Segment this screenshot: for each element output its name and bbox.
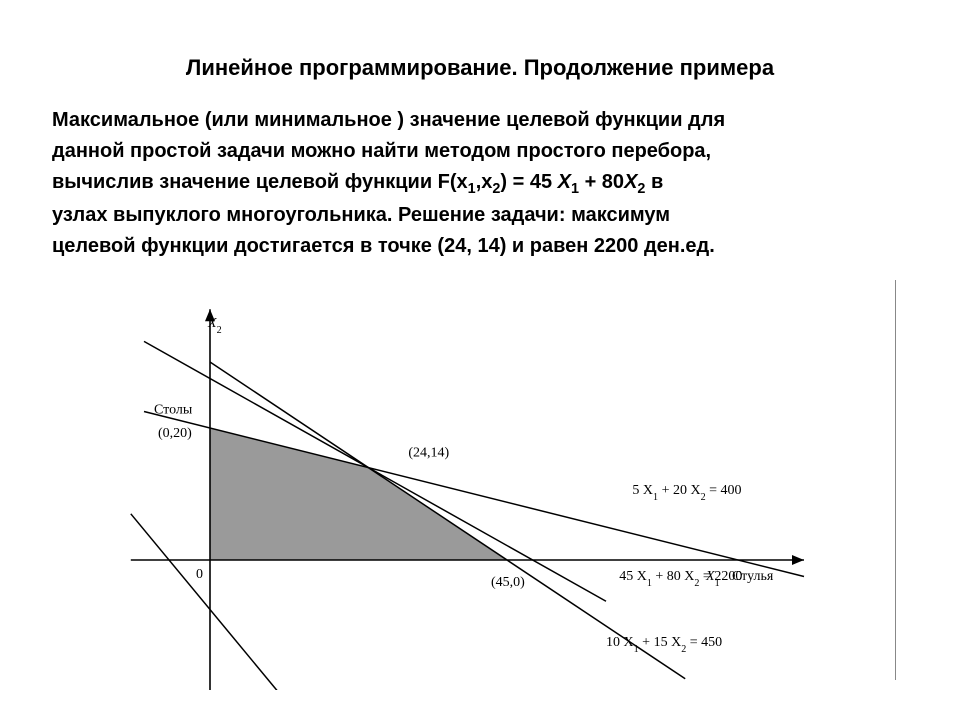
p-line4: узлах выпуклого многоугольника. Решение … bbox=[52, 204, 670, 226]
svg-text:X2: X2 bbox=[207, 316, 222, 336]
svg-text:5 X1 + 20 X2 = 400: 5 X1 + 20 X2 = 400 bbox=[632, 483, 741, 503]
p-line3: вычислив значение целевой функции F(x1,x… bbox=[52, 171, 663, 193]
svg-text:(45,0): (45,0) bbox=[491, 575, 525, 590]
svg-text:10 X1 + 15 X2 = 450: 10 X1 + 15 X2 = 450 bbox=[606, 635, 722, 655]
p-line1: Максимальное (или минимальное ) значение… bbox=[52, 109, 725, 131]
svg-text:45 X1 + 80 X2 = 2200: 45 X1 + 80 X2 = 2200 bbox=[619, 569, 742, 589]
right-divider bbox=[895, 280, 896, 680]
p-line2: данной простой задачи можно найти методо… bbox=[52, 140, 711, 162]
main-paragraph: Максимальное (или минимальное ) значение… bbox=[52, 105, 908, 262]
svg-text:0: 0 bbox=[196, 567, 203, 582]
svg-text:Столы: Столы bbox=[154, 403, 193, 418]
lp-svg: 5 X1 + 20 X2 = 400 45 X1 + 80 X2 = 2200 10… bbox=[100, 280, 880, 690]
svg-text:(24,14): (24,14) bbox=[408, 446, 449, 461]
page-title: Линейное программирование. Продолжение п… bbox=[0, 55, 960, 81]
p-line5: целевой функции достигается в точке (24,… bbox=[52, 235, 715, 257]
svg-text:Стулья: Стулья bbox=[732, 569, 774, 584]
svg-text:(0,20): (0,20) bbox=[158, 426, 192, 441]
lp-chart: 5 X1 + 20 X2 = 400 45 X1 + 80 X2 = 2200 10… bbox=[100, 280, 880, 690]
